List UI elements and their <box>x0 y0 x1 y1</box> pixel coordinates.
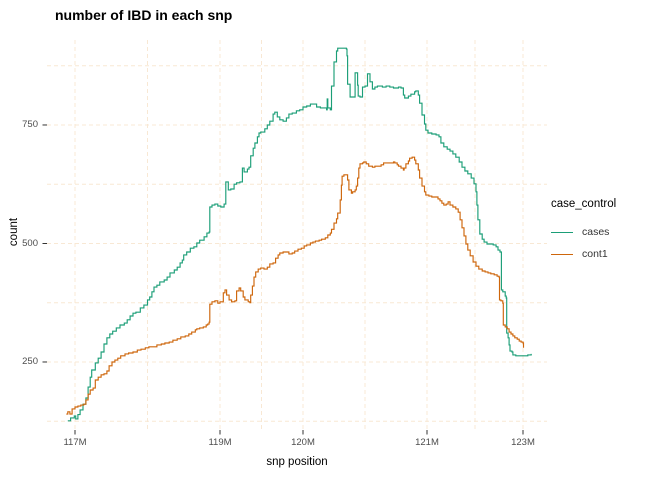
legend-label-cases: cases <box>582 226 610 238</box>
axis-ticks <box>42 124 524 435</box>
y-axis-title: count <box>8 217 20 247</box>
cases-line <box>67 47 532 422</box>
gridlines <box>47 40 547 430</box>
x-tick-label-123M: 123M <box>511 437 535 448</box>
x-axis-title: snp position <box>266 456 328 468</box>
y-tick-label-250: 250 <box>22 356 38 368</box>
x-tick-label-120M: 120M <box>291 437 315 448</box>
x-tick-label-117M: 117M <box>63 437 87 448</box>
legend-entry-cases: cases <box>551 221 616 243</box>
legend-entry-cont1: cont1 <box>551 243 616 265</box>
cont1-line-key-icon <box>551 253 573 255</box>
legend: case_control cases cont1 <box>551 198 616 265</box>
legend-label-cont1: cont1 <box>582 248 608 260</box>
x-tick-label-121M: 121M <box>415 437 439 448</box>
y-tick-label-750: 750 <box>22 119 38 131</box>
cont1-line <box>66 156 525 415</box>
legend-title: case_control <box>551 198 617 210</box>
cases-line-key-icon <box>551 231 573 233</box>
y-tick-label-500: 500 <box>22 238 38 249</box>
x-tick-label-119M: 119M <box>208 437 232 448</box>
chart-title: number of IBD in each snp <box>55 7 233 23</box>
